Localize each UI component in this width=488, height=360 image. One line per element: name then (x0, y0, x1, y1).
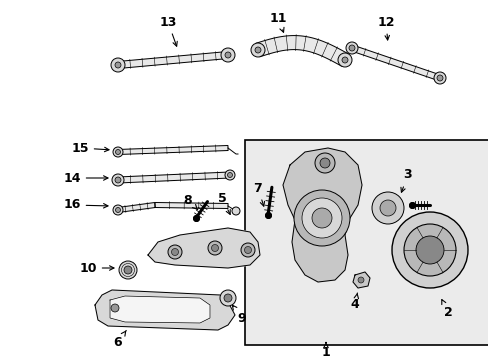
Circle shape (231, 207, 240, 215)
Circle shape (244, 247, 251, 253)
Text: 14: 14 (63, 171, 108, 184)
Polygon shape (110, 296, 209, 323)
Circle shape (391, 212, 467, 288)
Bar (244, 140, 488, 345)
Circle shape (311, 208, 331, 228)
Circle shape (220, 290, 236, 306)
Circle shape (224, 52, 230, 58)
Text: 3: 3 (400, 168, 411, 192)
Text: 10: 10 (79, 261, 114, 274)
Polygon shape (95, 290, 235, 330)
Circle shape (371, 192, 403, 224)
Circle shape (111, 304, 119, 312)
Circle shape (115, 177, 121, 183)
Text: 15: 15 (71, 141, 109, 154)
Circle shape (115, 207, 120, 212)
Circle shape (115, 149, 120, 154)
Polygon shape (118, 203, 155, 212)
Circle shape (357, 277, 363, 283)
Polygon shape (118, 51, 228, 68)
Circle shape (224, 170, 235, 180)
Circle shape (227, 172, 232, 177)
Text: 16: 16 (63, 198, 108, 211)
Text: 11: 11 (269, 12, 286, 32)
Circle shape (341, 57, 347, 63)
Circle shape (224, 294, 231, 302)
Polygon shape (148, 228, 260, 268)
Circle shape (171, 248, 178, 256)
Circle shape (207, 241, 222, 255)
Circle shape (111, 58, 125, 72)
Text: 9: 9 (232, 305, 246, 324)
Circle shape (241, 243, 254, 257)
Polygon shape (350, 45, 440, 81)
Polygon shape (118, 145, 227, 154)
Polygon shape (255, 36, 347, 66)
Circle shape (221, 48, 235, 62)
Circle shape (254, 47, 261, 53)
Text: 1: 1 (321, 343, 330, 359)
Circle shape (379, 200, 395, 216)
Circle shape (337, 53, 351, 67)
Circle shape (348, 45, 354, 51)
Circle shape (115, 62, 121, 68)
Text: 7: 7 (253, 181, 264, 206)
Circle shape (113, 205, 123, 215)
Circle shape (314, 153, 334, 173)
Text: 2: 2 (441, 300, 451, 319)
Circle shape (415, 236, 443, 264)
Circle shape (403, 224, 455, 276)
Text: 5: 5 (217, 192, 230, 215)
Circle shape (319, 158, 329, 168)
Text: 13: 13 (159, 15, 177, 46)
Circle shape (293, 190, 349, 246)
Circle shape (112, 174, 124, 186)
Circle shape (119, 261, 137, 279)
Text: 4: 4 (350, 293, 359, 311)
Circle shape (113, 147, 123, 157)
Polygon shape (352, 272, 369, 288)
Circle shape (124, 266, 132, 274)
Polygon shape (283, 148, 361, 282)
Circle shape (346, 42, 357, 54)
Text: 6: 6 (113, 330, 126, 348)
Circle shape (250, 43, 264, 57)
Circle shape (211, 244, 218, 252)
Polygon shape (155, 203, 227, 208)
Circle shape (433, 72, 445, 84)
Circle shape (302, 198, 341, 238)
Circle shape (168, 245, 182, 259)
Circle shape (436, 75, 442, 81)
Text: 12: 12 (376, 15, 394, 40)
Text: 8: 8 (183, 194, 197, 209)
Polygon shape (118, 172, 230, 183)
